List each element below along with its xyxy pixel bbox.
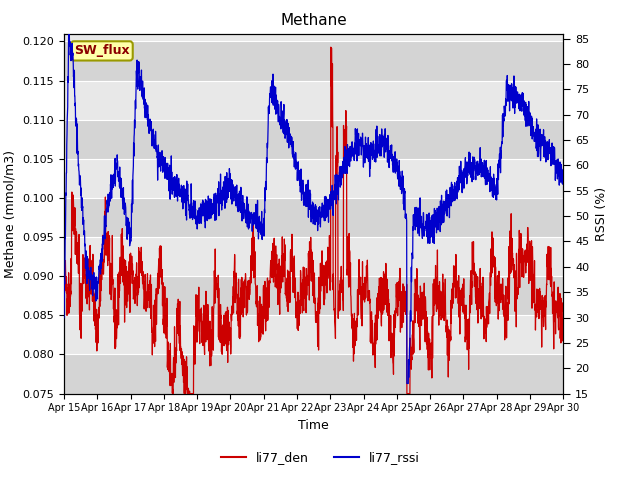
Text: SW_flux: SW_flux bbox=[74, 44, 130, 58]
Bar bbox=[64, 159, 563, 198]
Bar bbox=[64, 276, 563, 315]
Title: Methane: Methane bbox=[280, 13, 347, 28]
Bar bbox=[64, 81, 563, 120]
Y-axis label: RSSI (%): RSSI (%) bbox=[595, 187, 608, 240]
Bar bbox=[64, 198, 563, 237]
Legend: li77_den, li77_rssi: li77_den, li77_rssi bbox=[216, 446, 424, 469]
Y-axis label: Methane (mmol/m3): Methane (mmol/m3) bbox=[4, 150, 17, 277]
Bar bbox=[64, 354, 563, 394]
Bar bbox=[64, 120, 563, 159]
Bar bbox=[64, 41, 563, 81]
Bar bbox=[64, 237, 563, 276]
X-axis label: Time: Time bbox=[298, 419, 329, 432]
Bar bbox=[64, 315, 563, 354]
